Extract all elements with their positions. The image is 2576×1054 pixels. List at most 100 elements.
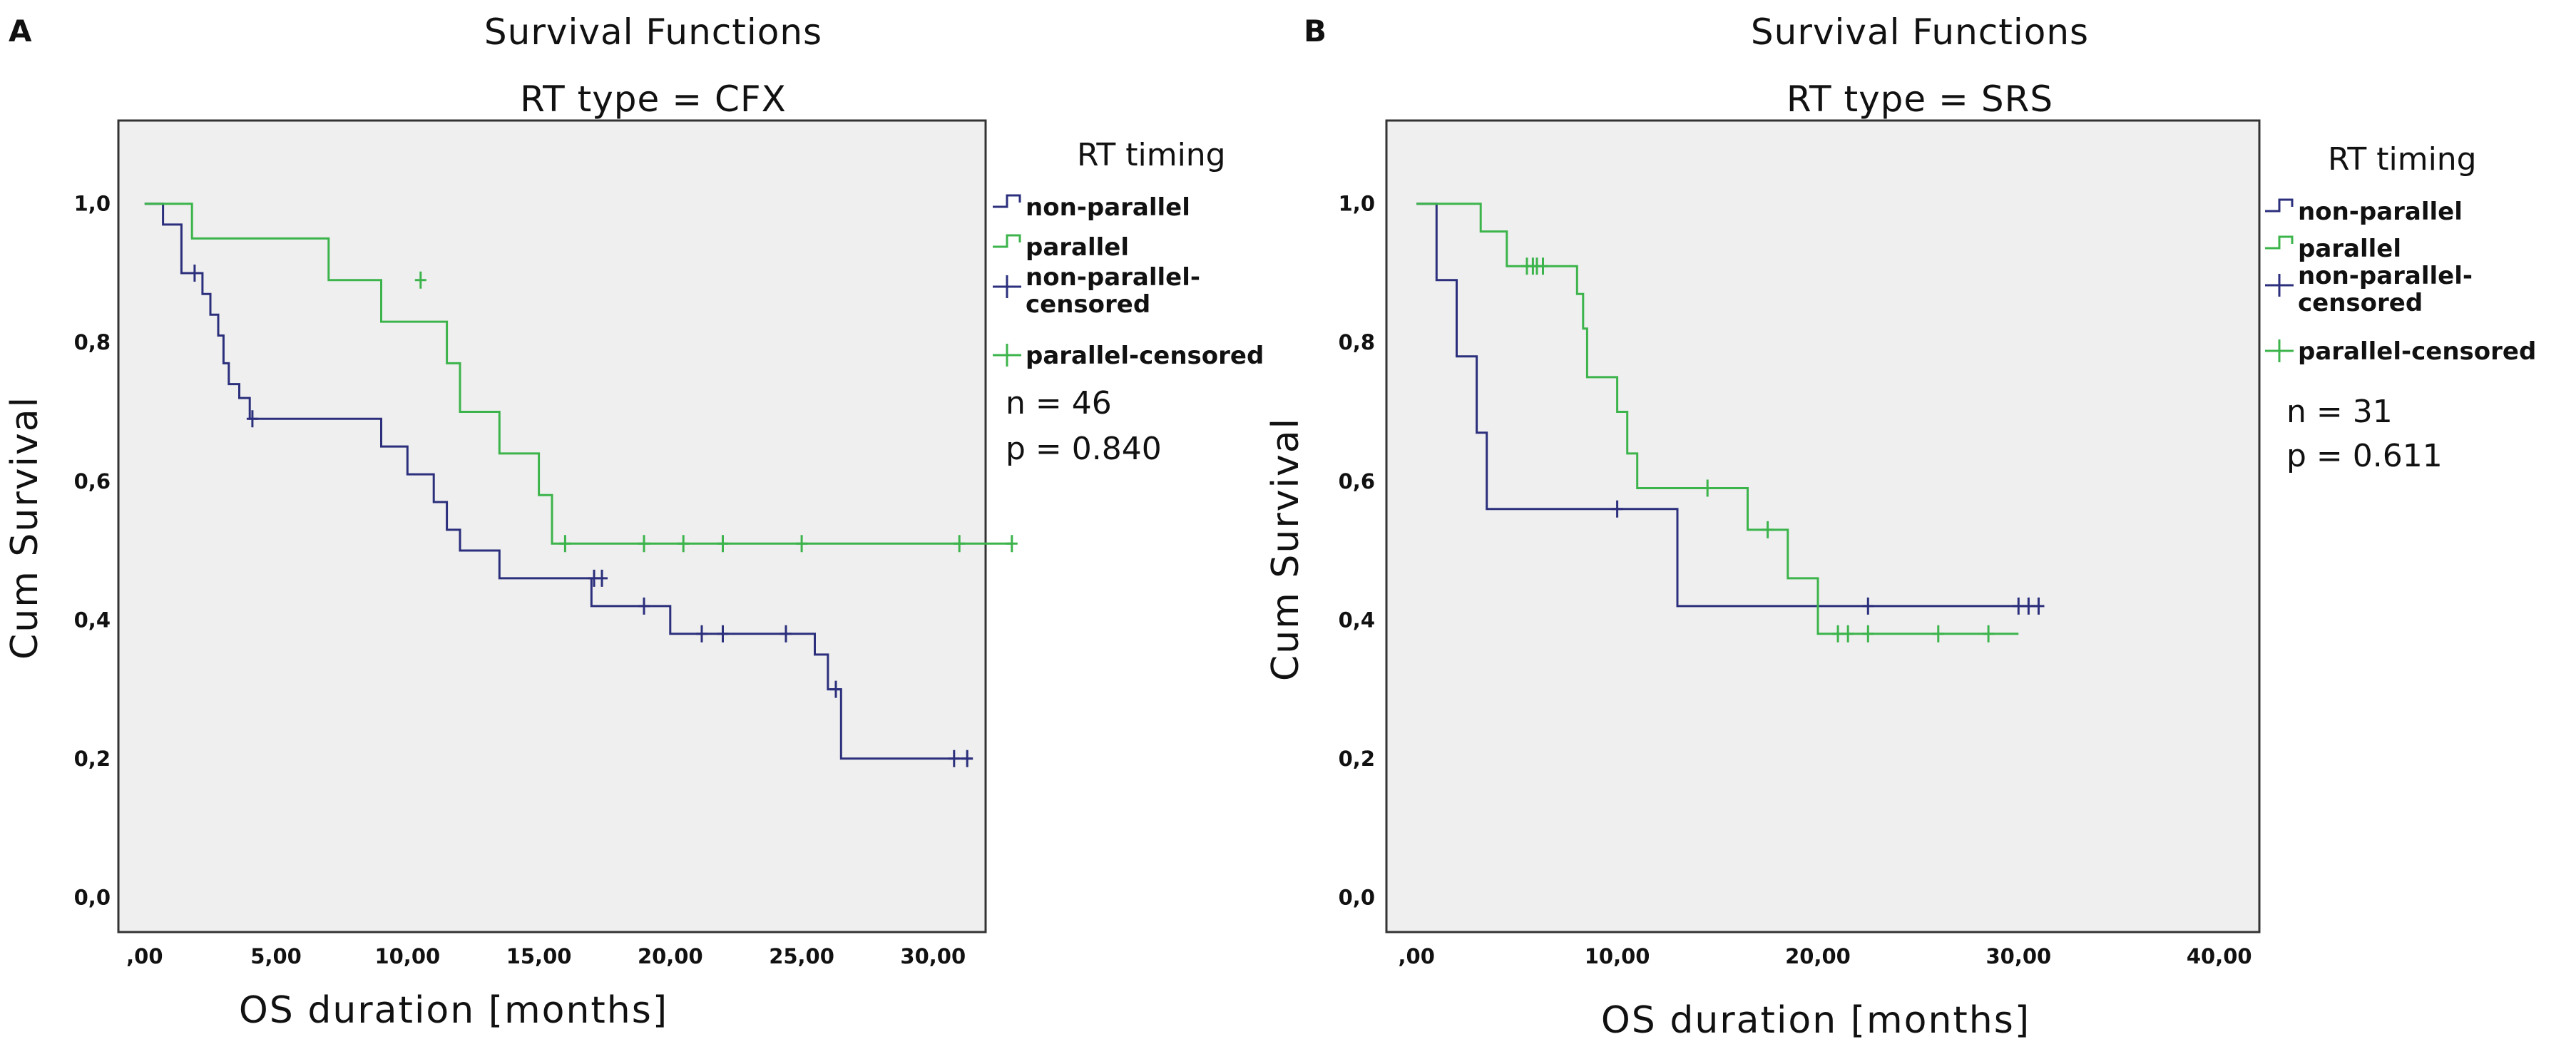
stat-n: n = 31 [2286, 394, 2393, 430]
x-axis-label: OS duration [months] [1601, 999, 2030, 1042]
series-group [144, 203, 1018, 767]
legend-label: parallel-censored [2298, 337, 2536, 366]
censor-mark-non-parallel [696, 625, 707, 643]
x-tick-label: ,00 [1399, 944, 1435, 968]
y-tick-label: 0,4 [1339, 608, 1375, 632]
censor-mark-parallel [1842, 625, 1854, 643]
censor-mark-parallel [1006, 535, 1018, 553]
y-tick-label: 0,8 [1339, 330, 1375, 354]
x-tick-label: 10,00 [374, 944, 440, 968]
legend-label: parallel-censored [1026, 342, 1264, 370]
chart-title: Survival Functions [484, 11, 822, 53]
censor-mark-non-parallel [596, 569, 608, 587]
censor-mark-non-parallel [1862, 597, 1874, 615]
survival-curve-non-parallel [144, 203, 973, 760]
stat-n: n = 46 [1006, 385, 1112, 421]
censor-mark-non-parallel [830, 680, 842, 698]
censor-mark-parallel [1983, 625, 1995, 643]
survival-curve-parallel [1416, 203, 2019, 635]
panel-a: A Survival Functions RT type = CFX 0,00,… [4, 11, 1264, 1032]
x-axis-ticks: ,00 10,00 20,00 30,00 40,00 [1399, 944, 2252, 968]
legend-swatch [993, 194, 1021, 208]
censor-mark-non-parallel [2033, 597, 2045, 615]
y-tick-label: 0,0 [74, 885, 111, 909]
censor-mark-parallel [717, 535, 729, 553]
y-tick-label: 1,0 [1339, 192, 1375, 216]
y-tick-label: 0,6 [74, 469, 111, 493]
censor-mark-parallel [796, 535, 808, 553]
x-tick-label: 30,00 [900, 944, 966, 968]
censor-mark-parallel [678, 535, 690, 553]
y-tick-label: 0,2 [1339, 747, 1375, 771]
censor-mark-non-parallel [961, 749, 973, 767]
censor-mark-non-parallel [717, 625, 729, 643]
x-tick-label: 10,00 [1585, 944, 1650, 968]
y-axis-label: Cum Survival [1264, 417, 1307, 681]
censor-mark-parallel [1702, 479, 1714, 497]
x-tick-label: 25,00 [769, 944, 834, 968]
censor-mark-parallel [414, 271, 426, 289]
censor-mark-parallel [559, 535, 571, 553]
legend-label: non-parallel- [1026, 263, 1200, 292]
legend-label: censored [2298, 289, 2423, 317]
chart-subtitle: RT type = CFX [520, 78, 787, 120]
y-tick-label: 0,6 [1339, 469, 1375, 493]
legend-label: parallel [2298, 235, 2401, 263]
panel-letter: B [1304, 14, 1327, 48]
x-axis-label: OS duration [months] [239, 989, 668, 1032]
y-axis-ticks: 0,0 0,2 0,4 0,6 0,8 1,0 [1339, 192, 1375, 910]
x-tick-label: 30,00 [1985, 944, 2051, 968]
legend-title: RT timing [1077, 137, 1226, 173]
stat-p: p = 0.840 [1006, 431, 1162, 467]
censor-mark-non-parallel [948, 749, 960, 767]
stat-p: p = 0.611 [2286, 438, 2443, 474]
x-tick-label: 5,00 [250, 944, 302, 968]
censor-mark-parallel [1932, 625, 1944, 643]
legend-entries: non-parallel parallelnon-parallel-censore… [2265, 198, 2536, 366]
stats-block: n = 31 p = 0.611 [2286, 394, 2443, 474]
legend: RT timing non-parallel parallelnon-parall… [993, 137, 1264, 370]
chart-subtitle: RT type = SRS [1787, 78, 2053, 120]
survival-curve-parallel [144, 203, 1012, 545]
censor-mark-parallel [954, 535, 966, 553]
censor-mark-parallel [638, 535, 650, 553]
censor-mark-non-parallel [1611, 500, 1623, 518]
x-tick-label: 40,00 [2187, 944, 2252, 968]
censor-mark-non-parallel [638, 597, 650, 615]
plot-area [1385, 119, 2261, 933]
y-axis-label: Cum Survival [4, 396, 46, 660]
x-axis-ticks: ,00 5,00 10,00 15,00 20,00 25,00 30,00 [126, 944, 966, 968]
legend-label: non-parallel [2298, 198, 2463, 226]
x-tick-label: 15,00 [506, 944, 572, 968]
y-tick-label: 0,4 [74, 608, 111, 632]
legend: RT timing non-parallel parallelnon-parall… [2265, 141, 2536, 366]
legend-swatch [993, 344, 1021, 367]
censor-mark-non-parallel [2023, 597, 2035, 615]
stats-block: n = 46 p = 0.840 [1006, 385, 1162, 467]
censor-mark-parallel [1762, 521, 1774, 538]
legend-label: non-parallel [1026, 193, 1190, 222]
legend-swatch [2265, 339, 2294, 362]
censor-mark-parallel [1537, 257, 1549, 275]
series-group [1416, 203, 2045, 643]
censor-mark-non-parallel [780, 625, 792, 643]
x-tick-label: 20,00 [1785, 944, 1851, 968]
legend-swatch [2265, 235, 2294, 250]
y-axis-ticks: 0,0 0,2 0,4 0,6 0,8 1,0 [74, 192, 111, 910]
x-tick-label: ,00 [126, 944, 163, 968]
y-tick-label: 0,0 [1339, 885, 1375, 909]
legend-label: parallel [1026, 233, 1129, 262]
panel-b: B Survival Functions RT type = SRS 0,00,… [1264, 11, 2536, 1042]
censor-mark-parallel [1862, 625, 1874, 643]
legend-label: non-parallel- [2298, 262, 2473, 290]
legend-title: RT timing [2328, 141, 2477, 178]
y-tick-label: 0,8 [74, 330, 111, 354]
censor-mark-non-parallel [188, 265, 200, 282]
y-tick-label: 1,0 [74, 192, 111, 216]
chart-title: Survival Functions [1751, 11, 2089, 53]
legend-label: censored [1026, 290, 1150, 319]
y-tick-label: 0,2 [74, 747, 111, 771]
legend-entries: non-parallel parallelnon-parallel-censore… [993, 193, 1264, 370]
censor-mark-parallel [1832, 625, 1844, 643]
